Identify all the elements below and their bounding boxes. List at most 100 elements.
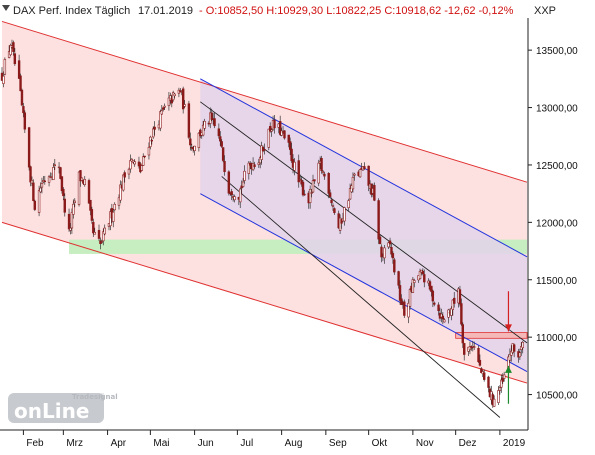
outer-channel-upper-line: [1, 20, 528, 183]
candle-body-252: [501, 377, 504, 382]
y-axis: 13500,00 13000,00 12500,00 12000,00 11500,00…: [528, 46, 578, 402]
candle-body-183: [363, 166, 366, 169]
candle-body-48: [93, 232, 96, 235]
candle-body-156: [310, 192, 313, 194]
arrow-up-head: [504, 365, 512, 373]
candle-body-145: [288, 141, 292, 150]
candle-body-258: [512, 344, 516, 352]
y-tick-label-6: 10500,00: [536, 391, 578, 402]
x-tick-label-5: Jul: [240, 438, 253, 449]
candle-body-72: [142, 156, 145, 166]
candle-body-204: [407, 302, 410, 318]
candle-body-178: [353, 173, 356, 176]
candle-body-77: [152, 128, 155, 138]
candle-body-58: [113, 203, 116, 211]
candle-body-32: [62, 188, 65, 197]
inner-channel-fill: [200, 78, 527, 372]
candle-body-196: [390, 247, 393, 255]
candle-body-171: [340, 218, 343, 224]
candle-body-163: [323, 173, 326, 177]
candle-body-149: [297, 160, 300, 183]
candle-body-200: [398, 285, 402, 301]
candle-body-106: [210, 112, 213, 120]
candle-body-38: [73, 200, 76, 204]
candle-body-14: [27, 127, 31, 168]
candle-body-102: [201, 124, 205, 136]
candle-body-45: [89, 199, 92, 211]
candle-body-228: [453, 297, 456, 304]
candle-body-9: [17, 60, 21, 79]
candle-body-7: [12, 42, 15, 52]
candle-body-74: [147, 146, 151, 156]
x-tick-label-8: Okt: [372, 438, 388, 449]
candle-body-188: [373, 185, 376, 201]
candle-body-165: [328, 192, 332, 198]
candle-body-71: [140, 165, 144, 171]
y-tick-label-3: 12000,00: [536, 218, 578, 229]
candle-body-18: [33, 200, 37, 210]
candle-body-230: [458, 289, 462, 305]
candle-body-255: [508, 354, 512, 361]
x-tick-label-11: 2019: [503, 438, 526, 449]
candle-body-99: [197, 132, 201, 148]
candle-body-113: [223, 161, 226, 173]
candle-body-109: [217, 128, 221, 137]
candle-body-68: [133, 161, 136, 165]
candle-body-223: [443, 319, 446, 323]
candle-body-57: [112, 211, 115, 222]
candle-body-46: [90, 209, 94, 221]
candle-body-138: [273, 119, 276, 129]
candle-body-253: [502, 374, 506, 379]
candle-body-231: [460, 303, 463, 325]
candle-body-86: [170, 97, 173, 104]
candle-body-47: [92, 221, 95, 234]
candle-body-197: [391, 253, 395, 259]
y-tick-label-5: 11000,00: [536, 333, 577, 344]
collapse-triangle-icon[interactable]: [2, 5, 10, 11]
candle-body-114: [227, 171, 231, 194]
candle-body-240: [478, 359, 482, 366]
candle-body-88: [173, 93, 176, 97]
candle-body-219: [437, 304, 440, 312]
candle-body-87: [171, 92, 175, 101]
candle-body-190: [378, 236, 382, 245]
candle-body-23: [43, 180, 46, 183]
candle-body-201: [400, 298, 403, 306]
candle-body-41: [80, 177, 84, 181]
x-axis: Feb Mrz Apr Mai Jun Jul Aug Sep Okt Nov Dez 2019: [22, 430, 526, 449]
candle-body-173: [343, 207, 346, 222]
chart-header: DAX Perf. Index Täglich 17.01.2019 - O:1…: [2, 5, 556, 17]
candle-body-43: [83, 179, 86, 185]
candle-body-155: [308, 189, 312, 203]
candle-body-110: [219, 136, 222, 142]
candle-body-213: [423, 274, 426, 283]
candle-body-81: [160, 110, 163, 115]
candle-body-207: [411, 279, 415, 293]
candle-body-208: [413, 280, 416, 283]
logo-registered-mark: ®: [100, 393, 105, 400]
y-tick-label-0: 13500,00: [536, 46, 578, 57]
candle-body-205: [408, 289, 412, 307]
candle-body-33: [63, 198, 66, 213]
candle-body-146: [290, 148, 293, 162]
resistance-zone: [455, 332, 528, 339]
header-ohlc: - O:10852,50 H:10929,30 L:10822,25 C:109…: [199, 5, 514, 17]
candle-body-116: [230, 191, 233, 196]
candle-body-59: [117, 197, 121, 206]
candle-body-78: [153, 126, 156, 130]
logo-tradesignal-text: Tradesignal: [72, 393, 118, 401]
candle-body-194: [387, 242, 390, 248]
header-date: 17.01.2019: [138, 5, 193, 17]
candle-body-95: [189, 138, 192, 146]
candle-body-12: [22, 106, 25, 114]
candle-body-222: [441, 315, 445, 320]
candle-body-94: [187, 103, 191, 138]
candle-body-36: [70, 212, 74, 229]
candle-body-215: [428, 281, 432, 290]
candle-body-30: [59, 167, 62, 179]
x-tick-label-9: Nov: [416, 438, 434, 449]
candle-body-37: [72, 203, 75, 215]
candle-layer[interactable]: [0, 39, 524, 408]
